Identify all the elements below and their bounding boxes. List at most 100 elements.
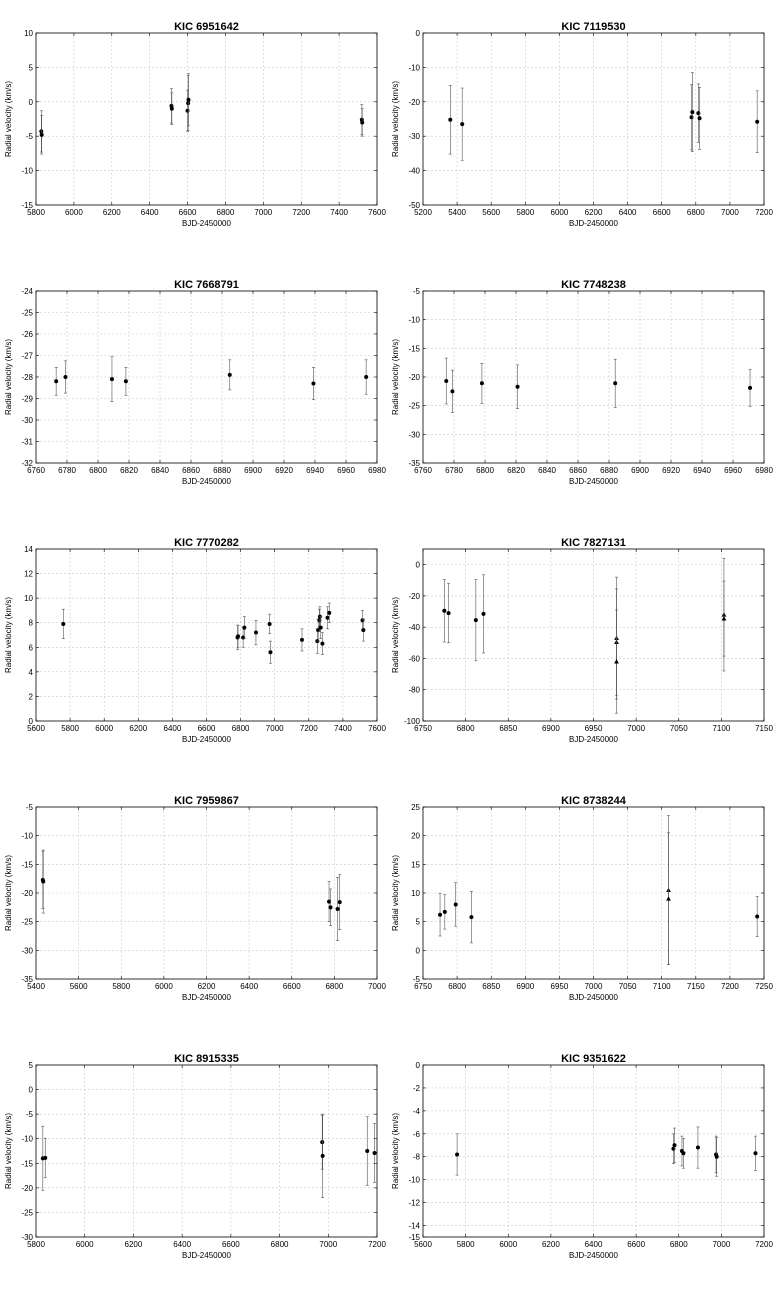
x-tick-label: 6400 <box>173 1240 191 1249</box>
chart-svg: 6750 6800 6850 6900 6950 7000 7050 7100 7150 7200… <box>391 795 773 1002</box>
y-tick-label: -20 <box>408 98 420 107</box>
y-axis-label: Radial velocity (km/s) <box>4 1113 13 1189</box>
x-tick-label: 6800 <box>217 208 235 217</box>
x-tick-label: 7000 <box>368 982 386 991</box>
data-point <box>438 912 443 917</box>
y-tick-label: -27 <box>21 352 33 361</box>
x-tick-label: 7000 <box>585 982 603 991</box>
x-tick-label: 6820 <box>120 466 138 475</box>
chart-title: KIC 6951642 <box>174 21 239 33</box>
y-tick-label: 5 <box>416 918 421 927</box>
chart-panel: 5800 6000 6200 6400 6600 6800 7000 7200 -30 -25 -2… <box>0 1032 387 1290</box>
x-tick-label: 5800 <box>27 208 45 217</box>
chart-title: KIC 7748238 <box>561 279 626 291</box>
y-tick-label: -60 <box>408 654 420 663</box>
x-tick-label: 6400 <box>164 724 182 733</box>
data-point <box>317 618 322 623</box>
y-tick-label: -30 <box>408 430 420 439</box>
x-tick-label: 6000 <box>499 1240 517 1249</box>
data-point <box>695 1145 700 1150</box>
data-point <box>169 106 174 111</box>
y-tick-label: -32 <box>21 459 33 468</box>
x-tick-label: 6200 <box>103 208 121 217</box>
data-point-triangle <box>614 659 619 664</box>
chart-svg: 6760 6780 6800 6820 6840 6860 6880 6900 6920 6940… <box>391 279 773 486</box>
x-tick-label: 7050 <box>670 724 688 733</box>
chart-svg: 5800 6000 6200 6400 6600 6800 7000 7200 7400 7600… <box>4 21 386 228</box>
x-tick-label: 5600 <box>27 724 45 733</box>
x-axis-label: BJD-2450000 <box>569 1251 618 1260</box>
y-axis-label: Radial velocity (km/s) <box>391 597 400 673</box>
x-tick-label: 6200 <box>198 982 216 991</box>
x-tick-label: 6600 <box>627 1240 645 1249</box>
y-tick-label: -15 <box>21 860 33 869</box>
y-tick-label: -15 <box>408 1233 420 1242</box>
y-tick-label: -30 <box>21 416 33 425</box>
x-tick-label: 6800 <box>457 724 475 733</box>
data-point <box>43 1155 48 1160</box>
x-tick-label: 6950 <box>585 724 603 733</box>
y-tick-label: -10 <box>408 63 420 72</box>
data-point <box>63 375 68 379</box>
y-tick-label: -35 <box>21 975 33 984</box>
x-tick-label: 6940 <box>693 466 711 475</box>
x-tick-label: 7200 <box>292 208 310 217</box>
chart-panel: 6760 6780 6800 6820 6840 6860 6880 6900 6920 6940… <box>0 258 387 516</box>
data-point <box>364 375 369 379</box>
x-tick-label: 6600 <box>179 208 197 217</box>
chart-svg: 6760 6780 6800 6820 6840 6860 6880 6900 6920 6940… <box>4 279 386 486</box>
data-point <box>320 1140 325 1145</box>
x-tick-label: 6000 <box>65 208 83 217</box>
y-axis-label: Radial velocity (km/s) <box>4 339 13 415</box>
x-tick-label: 7100 <box>712 724 730 733</box>
x-tick-label: 7050 <box>619 982 637 991</box>
x-tick-label: 5800 <box>112 982 130 991</box>
x-axis-label: BJD-2450000 <box>182 993 231 1002</box>
x-tick-label: 6980 <box>368 466 386 475</box>
data-point <box>469 915 474 920</box>
y-tick-label: -10 <box>21 1135 33 1144</box>
data-point <box>365 1149 370 1153</box>
y-tick-label: 0 <box>416 29 421 38</box>
y-tick-label: -80 <box>408 686 420 695</box>
x-tick-label: 7250 <box>755 982 773 991</box>
data-point <box>185 108 190 113</box>
y-tick-label: -20 <box>408 373 420 382</box>
x-tick-label: 5800 <box>61 724 79 733</box>
x-tick-label: 6960 <box>337 466 355 475</box>
x-tick-label: 7000 <box>266 724 284 733</box>
data-point <box>753 1151 758 1156</box>
x-tick-label: 6940 <box>306 466 324 475</box>
chart-title: KIC 8738244 <box>561 795 627 807</box>
x-tick-label: 5600 <box>482 208 500 217</box>
data-point <box>444 379 449 384</box>
y-axis-label: Radial velocity (km/s) <box>4 81 13 157</box>
data-point <box>714 1154 719 1159</box>
x-tick-label: 6960 <box>724 466 742 475</box>
y-tick-label: -15 <box>408 344 420 353</box>
y-tick-label: 5 <box>29 63 34 72</box>
y-tick-label: 4 <box>29 668 34 677</box>
x-tick-label: 5200 <box>414 208 432 217</box>
y-tick-label: -26 <box>21 330 33 339</box>
data-point <box>455 1152 460 1157</box>
y-tick-label: -20 <box>21 889 33 898</box>
x-axis-label: BJD-2450000 <box>569 735 618 744</box>
data-point <box>320 1153 325 1158</box>
data-point <box>360 120 365 125</box>
x-tick-label: 6750 <box>414 724 432 733</box>
y-tick-label: 0 <box>29 1086 34 1095</box>
y-tick-label: -30 <box>21 946 33 955</box>
data-point <box>299 637 304 642</box>
x-tick-label: 6750 <box>414 982 432 991</box>
x-tick-label: 6820 <box>507 466 525 475</box>
x-tick-label: 7150 <box>755 724 773 733</box>
data-point <box>123 379 128 384</box>
y-tick-label: -6 <box>413 1130 421 1139</box>
chart-title: KIC 8915335 <box>174 1053 239 1065</box>
y-tick-label: -25 <box>408 402 420 411</box>
x-tick-label: 6200 <box>542 1240 560 1249</box>
data-point <box>186 101 191 106</box>
data-point <box>481 611 486 616</box>
x-tick-label: 6850 <box>482 982 500 991</box>
